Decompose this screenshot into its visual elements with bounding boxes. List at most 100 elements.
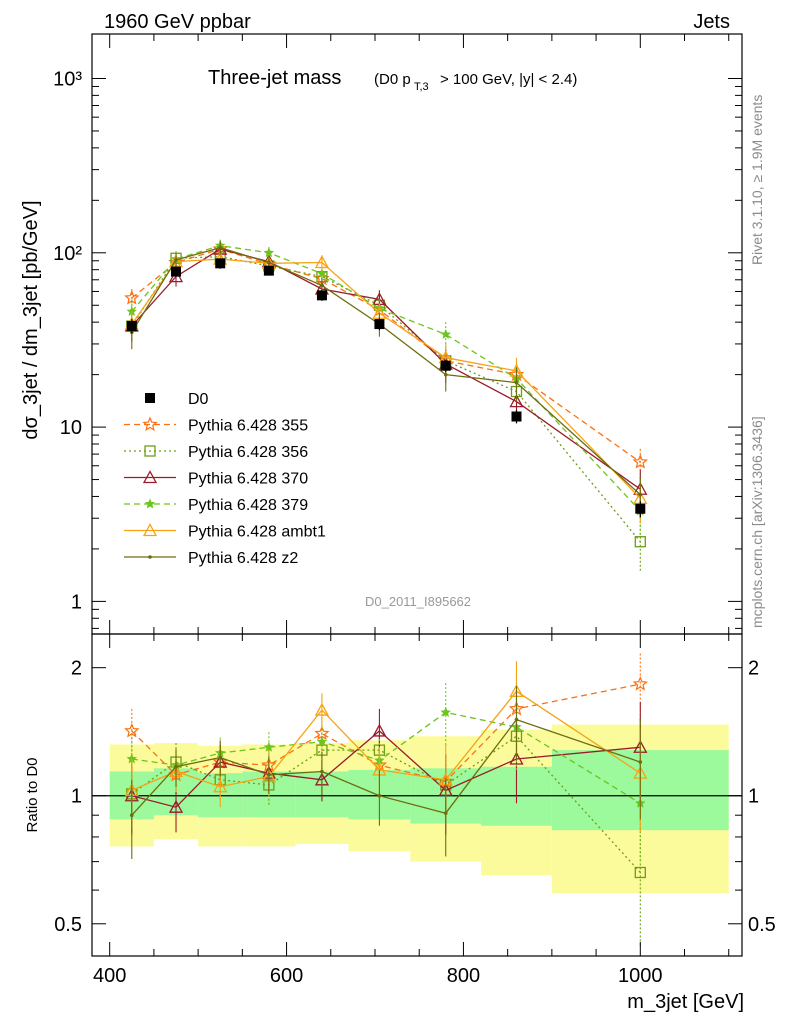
- title-cut-sub: T,3: [414, 81, 429, 93]
- legend-marker: [148, 555, 152, 559]
- data-point: [314, 702, 330, 716]
- data-point: [267, 260, 271, 265]
- legend-label: Pythia 6.428 z2: [188, 550, 298, 567]
- legend-label: Pythia 6.428 356: [188, 444, 308, 461]
- data-point: [218, 245, 223, 250]
- data-point: [509, 751, 524, 765]
- x-tick-label: 400: [93, 965, 126, 987]
- series-pythia-6-428-379: [126, 239, 646, 536]
- legend-entry: Pythia 6.428 379: [124, 497, 308, 514]
- ratio-uncertainty-bands: [92, 724, 742, 894]
- xlabel: m_3jet [GeV]: [627, 991, 744, 1013]
- data-point: [509, 394, 524, 408]
- legend-label: Pythia 6.428 355: [188, 418, 308, 435]
- ratio-y-tick-label-right: 1: [748, 786, 759, 808]
- legend-entry: Pythia 6.428 356: [124, 444, 308, 461]
- x-tick-label: 600: [270, 965, 303, 987]
- legend-marker: [144, 445, 156, 457]
- data-point: [638, 760, 643, 764]
- data-point: [213, 779, 228, 793]
- data-point: [440, 329, 451, 339]
- legend-marker: [142, 523, 158, 537]
- series-pythia-6-428-z2: [129, 240, 643, 519]
- main-panel-series: [124, 239, 648, 571]
- legend-entry: Pythia 6.428 355: [124, 416, 308, 435]
- main-frame: [91, 33, 743, 635]
- x-tick-label: 1000: [618, 965, 663, 987]
- series-pythia-6-428-355: [124, 241, 648, 479]
- ratio-y-tick-label: 1: [71, 786, 82, 808]
- data-point: [374, 319, 385, 330]
- main-y-tick-label: 10²: [53, 243, 82, 265]
- data-point: [632, 676, 648, 691]
- data-point: [320, 769, 324, 774]
- legend-marker: [142, 416, 158, 432]
- plot-title: Three-jet mass (D0 p T,3 > 100 GeV, |y| …: [208, 67, 577, 93]
- data-point: [174, 764, 178, 769]
- ratio-panel-series: [124, 653, 648, 948]
- data-point: [514, 717, 519, 722]
- ratio-frame: [91, 633, 743, 957]
- data-point: [316, 268, 328, 278]
- data-point: [514, 380, 519, 385]
- legend-label: Pythia 6.428 370: [188, 471, 308, 488]
- energy-label: 1960 GeV ppbar: [104, 11, 251, 33]
- legend-entry: Pythia 6.428 z2: [124, 550, 298, 567]
- data-point: [126, 321, 137, 332]
- legend-entry: D0: [145, 391, 209, 408]
- data-point: [129, 813, 134, 818]
- title-cut-prefix: (D0 p: [374, 71, 411, 88]
- axes: 1 10 10² 10³ 0.5 0.5 1 1 2 2 400 600 800 1000: [53, 33, 776, 987]
- series-pythia-6-428-z2: [129, 686, 643, 860]
- main-y-tick-label: 1: [71, 591, 82, 613]
- legend: D0 Pythia 6.428 355 Pythia 6.428 356 Pythia…: [124, 391, 326, 567]
- data-point: [377, 793, 382, 798]
- x-tick-label: 800: [447, 965, 480, 987]
- main-y-tick-label: 10³: [53, 68, 82, 90]
- data-point: [316, 736, 328, 747]
- data-point: [263, 741, 275, 752]
- mcplots-label: mcplots.cern.ch [arXiv:1306.3436]: [749, 416, 765, 628]
- ratio-y-tick-label: 2: [71, 658, 82, 680]
- data-point: [263, 265, 274, 276]
- rivet-label: Rivet 3.1.10, ≥ 1.9M events: [749, 95, 765, 265]
- data-point: [372, 723, 387, 737]
- ratio-y-tick-label-right: 2: [748, 658, 759, 680]
- data-point: [638, 492, 643, 497]
- ratio-y-tick-label: 0.5: [54, 914, 82, 936]
- series-line: [131, 735, 641, 873]
- series-line: [131, 683, 641, 783]
- legend-label: D0: [188, 391, 209, 408]
- main-y-tick-label: 10: [60, 417, 82, 439]
- data-point: [634, 866, 646, 879]
- data-point: [632, 454, 648, 469]
- analysis-id: D0_2011_I895662: [365, 594, 471, 609]
- data-point: [440, 360, 451, 371]
- data-point: [215, 258, 226, 269]
- series-line: [131, 258, 641, 499]
- data-point: [126, 753, 137, 764]
- legend-marker: [142, 470, 158, 484]
- title-main: Three-jet mass: [208, 67, 341, 89]
- data-point: [126, 306, 137, 316]
- legend-entry: Pythia 6.428 ambt1: [124, 523, 326, 541]
- legend-label: Pythia 6.428 379: [188, 497, 308, 514]
- data-point: [320, 283, 324, 288]
- data-point: [267, 772, 271, 777]
- data-point: [263, 247, 275, 258]
- main-ylabel: dσ_3jet / dm_3jet [pb/GeV]: [20, 200, 42, 439]
- data-point: [511, 411, 522, 422]
- data-point: [218, 755, 223, 760]
- legend-marker: [144, 498, 156, 509]
- data-point: [443, 372, 448, 377]
- data-point: [635, 503, 646, 514]
- data-point: [443, 811, 448, 815]
- data-point: [440, 706, 451, 717]
- data-point: [634, 536, 646, 548]
- title-cut-suffix: > 100 GeV, |y| < 2.4): [440, 71, 577, 88]
- ratio-ylabel: Ratio to D0: [24, 757, 41, 832]
- series-line: [131, 256, 641, 543]
- data-point: [171, 266, 182, 277]
- data-point: [314, 255, 330, 269]
